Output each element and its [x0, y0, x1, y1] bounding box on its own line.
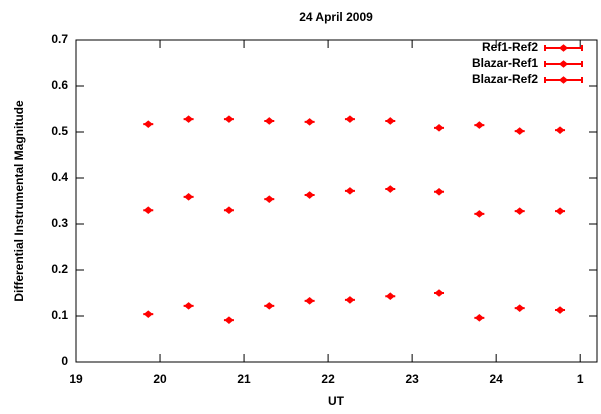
plot-frame [75, 39, 598, 363]
data-point [223, 115, 234, 123]
data-point [304, 118, 315, 126]
data-point [514, 207, 525, 215]
data-point [555, 126, 566, 134]
y-tick-label: 0.2 [51, 262, 68, 276]
data-point [555, 306, 566, 314]
data-point [434, 124, 445, 132]
data-point [434, 187, 445, 196]
chart-title: 24 April 2009 [299, 10, 373, 24]
y-tick-label: 0.5 [51, 124, 68, 138]
y-tick-label: 0.7 [51, 32, 68, 46]
legend-label: Blazar-Ref1 [472, 56, 538, 70]
data-point [304, 191, 315, 199]
data-point [434, 289, 445, 297]
data-point [385, 117, 396, 125]
data-point [143, 310, 154, 318]
data-point [474, 314, 485, 322]
x-axis-label: UT [328, 394, 345, 408]
data-point [143, 206, 154, 215]
data-point [474, 210, 485, 218]
x-tick-label: 19 [69, 372, 83, 386]
y-tick-label: 0 [61, 354, 68, 368]
data-point [223, 316, 234, 324]
data-point [344, 115, 355, 123]
data-point [183, 193, 194, 201]
x-tick-label: 24 [489, 372, 503, 386]
data-point [264, 117, 275, 125]
y-tick-label: 0.1 [51, 308, 68, 322]
x-tick-label: 22 [321, 372, 335, 386]
legend-label: Ref1-Ref2 [482, 40, 538, 54]
legend-label: Blazar-Ref2 [472, 72, 538, 86]
legend-swatch [544, 60, 583, 68]
data-point [344, 296, 355, 304]
y-axis-label: Differential Instrumental Magnitude [12, 100, 26, 302]
x-tick-label: 21 [237, 372, 251, 386]
x-tick-label: 20 [153, 372, 167, 386]
data-point [385, 185, 396, 193]
x-tick-label: 1 [577, 372, 584, 386]
y-tick-label: 0.4 [51, 170, 68, 184]
data-point [304, 297, 315, 305]
data-point [264, 195, 275, 203]
data-point [183, 115, 194, 123]
legend-swatch [544, 76, 583, 84]
x-tick-label: 23 [405, 372, 419, 386]
data-point [385, 292, 396, 301]
data-point [555, 207, 566, 215]
data-point [474, 121, 485, 129]
data-point [183, 302, 194, 310]
data-point [143, 120, 154, 128]
y-tick-label: 0.3 [51, 216, 68, 230]
legend-swatch [544, 44, 583, 52]
data-point [344, 187, 355, 195]
y-tick-label: 0.6 [51, 78, 68, 92]
data-point [264, 302, 275, 310]
data-point [514, 304, 525, 312]
data-point [514, 127, 525, 135]
data-point [223, 206, 234, 215]
